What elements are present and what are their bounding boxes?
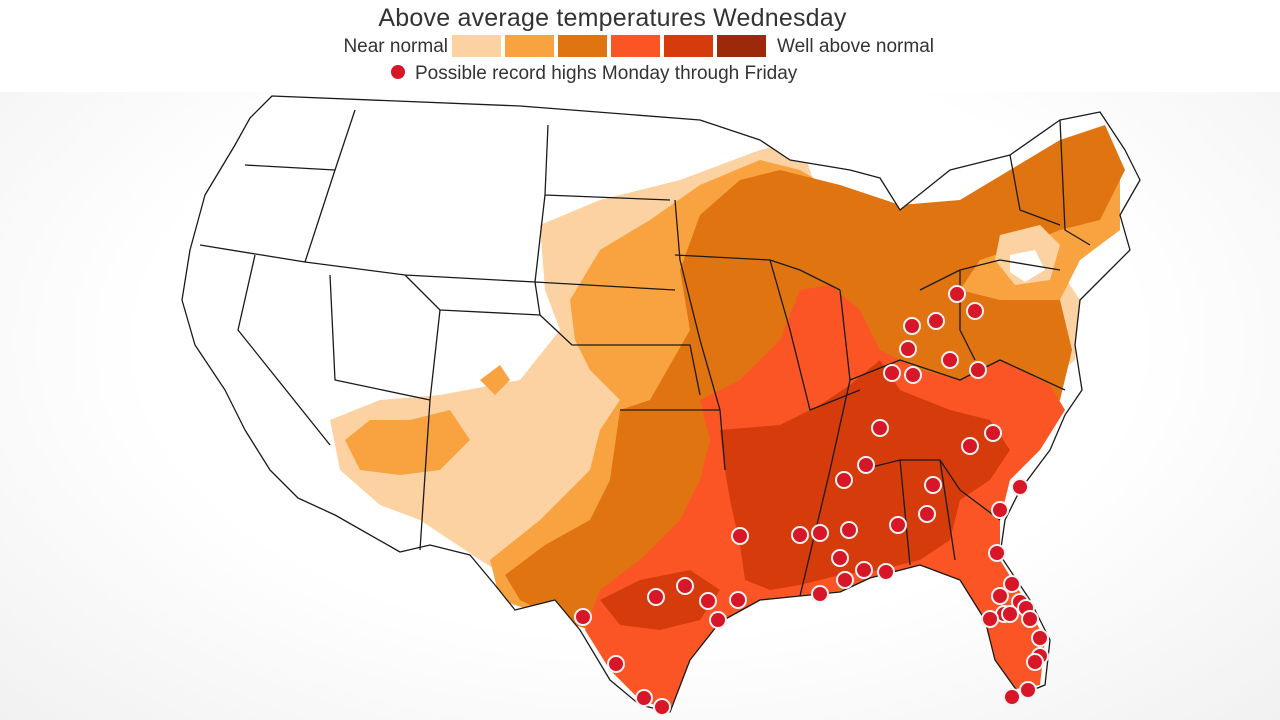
legend-swatches	[452, 35, 766, 59]
record-high-marker	[855, 561, 873, 579]
record-high-marker	[811, 524, 829, 542]
color-legend: Near normal Well above normal	[0, 35, 1280, 59]
record-high-marker	[840, 521, 858, 539]
map-title: Above average temperatures Wednesday	[378, 4, 847, 32]
shade-level-5	[600, 360, 1010, 630]
anomaly-level-5-swatch	[664, 35, 713, 57]
record-dot-icon	[391, 65, 405, 79]
record-high-marker	[729, 591, 747, 609]
record-high-marker	[991, 587, 1009, 605]
record-high-marker	[988, 544, 1006, 562]
record-high-marker	[1003, 688, 1021, 706]
legend-low-label: Near normal	[343, 36, 448, 57]
record-high-marker	[883, 364, 901, 382]
record-high-marker	[607, 655, 625, 673]
record-high-marker	[984, 424, 1002, 442]
anomaly-level-3-swatch	[558, 35, 607, 57]
record-high-marker	[899, 340, 917, 358]
record-high-marker	[871, 419, 889, 437]
record-high-marker	[969, 361, 987, 379]
record-high-marker	[1031, 629, 1049, 647]
record-high-marker	[1019, 681, 1037, 699]
record-high-marker	[927, 312, 945, 330]
record-high-marker	[635, 689, 653, 707]
record-high-marker	[699, 592, 717, 610]
record-high-marker	[731, 527, 749, 545]
record-high-marker	[857, 456, 875, 474]
record-high-marker	[1026, 653, 1044, 671]
record-high-marker	[981, 610, 999, 628]
record-high-marker	[835, 471, 853, 489]
record-high-marker	[811, 585, 829, 603]
record-high-marker	[574, 608, 592, 626]
record-high-marker	[676, 577, 694, 595]
record-high-marker	[791, 526, 809, 544]
record-high-marker	[709, 611, 727, 629]
state-lines	[199, 109, 1091, 597]
record-high-marker	[653, 698, 671, 716]
record-high-marker	[941, 351, 959, 369]
shade-level-0-ne	[1010, 250, 1045, 282]
record-high-marker	[961, 437, 979, 455]
record-high-marker	[991, 501, 1009, 519]
record-high-marker	[1001, 605, 1019, 623]
record-high-marker	[831, 549, 849, 567]
map-header: Above average temperatures Wednesday Nea…	[0, 0, 1280, 92]
record-high-marker	[948, 285, 966, 303]
record-high-marker	[1011, 478, 1029, 496]
legend-high-label: Well above normal	[777, 36, 935, 57]
record-high-marker	[904, 366, 922, 384]
anomaly-level-6-swatch	[717, 35, 766, 57]
record-legend: Possible record highs Monday through Fri…	[0, 62, 1280, 86]
record-high-marker	[1021, 610, 1039, 628]
record-high-marker	[903, 317, 921, 335]
record-high-marker	[889, 516, 907, 534]
record-high-marker	[647, 588, 665, 606]
record-high-marker	[1003, 575, 1021, 593]
record-high-marker	[924, 476, 942, 494]
record-high-marker	[877, 563, 895, 581]
anomaly-level-1-swatch	[452, 35, 501, 57]
record-high-markers	[574, 285, 1049, 716]
record-high-marker	[966, 302, 984, 320]
us-temperature-map	[181, 95, 1141, 716]
record-legend-label: Possible record highs Monday through Fri…	[415, 63, 798, 84]
us-map	[0, 92, 1280, 720]
anomaly-level-2-swatch	[505, 35, 554, 57]
record-high-marker	[836, 571, 854, 589]
record-high-marker	[918, 505, 936, 523]
anomaly-level-4-swatch	[611, 35, 660, 57]
